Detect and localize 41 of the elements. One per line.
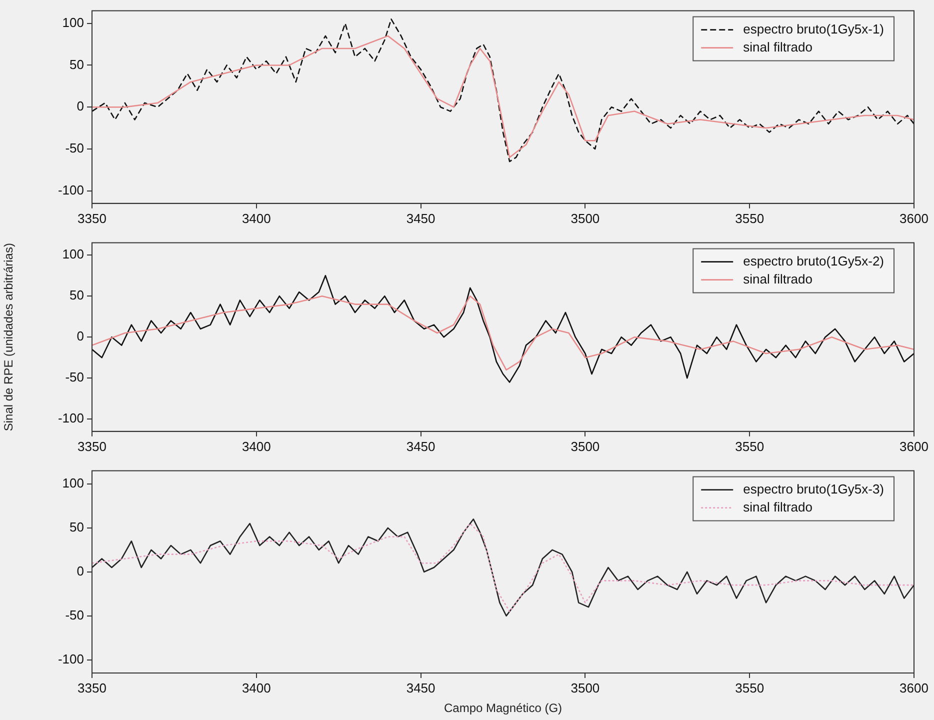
y-tick-label: 50 xyxy=(70,520,84,535)
legend-label: espectro bruto(1Gy5x-2) xyxy=(743,253,884,268)
y-axis-title: Sinal de RPE (unidades arbitrárias) xyxy=(2,243,16,432)
x-tick-label: 3400 xyxy=(242,680,271,696)
legend-label: espectro bruto(1Gy5x-1) xyxy=(743,21,884,36)
x-tick-label: 3500 xyxy=(570,438,600,454)
y-tick-label: 0 xyxy=(76,563,84,578)
x-tick-label: 3450 xyxy=(406,438,436,454)
x-tick-label: 3350 xyxy=(78,438,106,454)
x-tick-label: 3550 xyxy=(735,438,764,454)
x-tick-label: 3600 xyxy=(900,438,928,454)
y-tick-label: -50 xyxy=(65,607,84,622)
x-tick-label: 3500 xyxy=(570,680,600,696)
y-tick-label: 0 xyxy=(76,328,84,344)
x-tick-label: 3600 xyxy=(900,680,928,696)
y-tick-label: 100 xyxy=(62,246,84,262)
y-tick-label: -50 xyxy=(65,140,84,156)
y-tick-label: -50 xyxy=(65,370,84,385)
x-tick-label: 3500 xyxy=(570,210,600,226)
x-tick-label: 3450 xyxy=(406,680,436,696)
legend-label: sinal filtrado xyxy=(743,271,812,286)
y-tick-label: 0 xyxy=(76,98,84,114)
legend-label: sinal filtrado xyxy=(743,39,812,54)
y-tick-label: 100 xyxy=(62,14,84,30)
x-tick-label: 3600 xyxy=(900,210,928,226)
legend-label: sinal filtrado xyxy=(743,499,812,514)
x-tick-label: 3450 xyxy=(406,210,436,226)
y-tick-label: -100 xyxy=(58,651,84,666)
x-axis-title: Campo Magnético (G) xyxy=(444,701,562,716)
y-tick-label: -100 xyxy=(58,182,84,198)
legend-label: espectro bruto(1Gy5x-3) xyxy=(743,481,884,496)
x-tick-label: 3350 xyxy=(78,210,106,226)
y-tick-label: 50 xyxy=(70,56,84,72)
x-tick-label: 3550 xyxy=(735,210,764,226)
x-tick-label: 3400 xyxy=(242,210,271,226)
x-tick-label: 3400 xyxy=(242,438,271,454)
y-tick-label: 100 xyxy=(62,476,84,491)
x-tick-label: 3350 xyxy=(78,680,106,696)
y-tick-label: -100 xyxy=(58,410,84,426)
y-tick-label: 50 xyxy=(70,288,84,303)
x-tick-label: 3550 xyxy=(735,680,764,696)
